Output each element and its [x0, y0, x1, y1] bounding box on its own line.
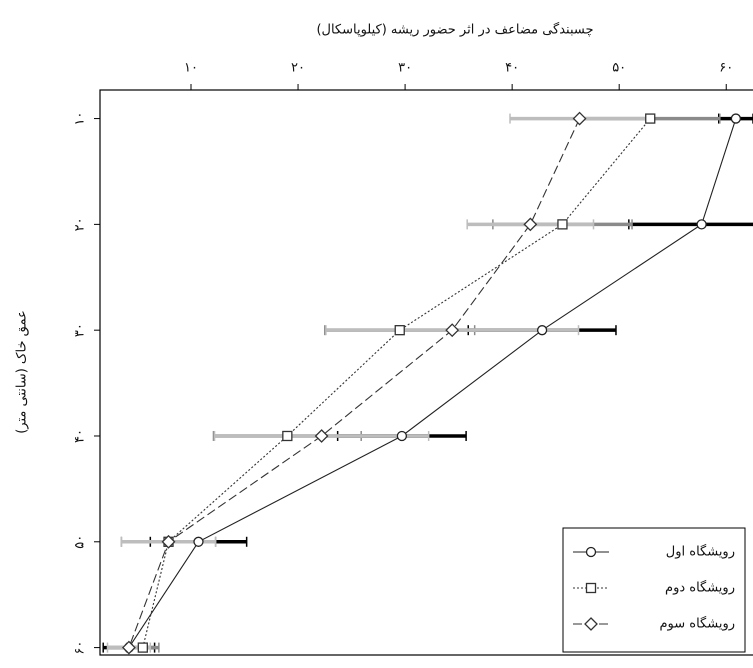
series-line: [128, 118, 737, 648]
point: [396, 430, 408, 442]
y-tick-label: ۵۰: [73, 535, 88, 549]
plot-area: [102, 111, 753, 655]
point: [445, 323, 460, 338]
point: [314, 429, 329, 443]
x-tick-label: ۵۰: [612, 61, 626, 76]
series-line: [142, 118, 651, 648]
plot-frame: [99, 89, 753, 656]
point: [523, 217, 538, 232]
y-tick-label: ۲۰: [73, 217, 88, 231]
legend-label: رویشگاه سوم: [659, 616, 735, 632]
point: [394, 325, 405, 336]
x-tick-label: ۳۰: [398, 61, 412, 76]
y-tick-label: ۴۰: [73, 429, 88, 443]
x-tick-label: ۴۰: [505, 61, 519, 76]
point: [137, 642, 148, 653]
x-tick-label: ۶۰: [719, 61, 733, 76]
y-tick-label: ۱۰: [73, 112, 88, 126]
chart-title: چسبندگی مضاعف در اثر حضور ریشه (کیلوپاسک…: [316, 22, 593, 38]
y-tick-label: ۶۰: [73, 641, 88, 655]
point: [645, 113, 656, 124]
y-axis-label: عمق خاک (سانتی متر): [15, 310, 30, 434]
error-bar: [628, 219, 753, 230]
point: [536, 325, 548, 336]
point: [730, 113, 742, 124]
point: [161, 534, 176, 549]
x-tick-label: ۲۰: [291, 61, 305, 76]
point: [557, 219, 568, 230]
y-tick-label: ۳۰: [73, 323, 88, 337]
legend-marker: [585, 582, 597, 594]
legend-marker: [585, 546, 597, 558]
legend-marker: [584, 617, 598, 631]
x-tick-label: ۱۰: [184, 61, 198, 76]
legend-label: رویشگاه دوم: [665, 580, 735, 596]
legend-label: رویشگاه اول: [666, 544, 735, 560]
point: [572, 111, 587, 126]
series-line: [128, 118, 581, 648]
point: [193, 536, 204, 547]
point: [696, 219, 707, 230]
point: [121, 640, 136, 655]
point: [282, 430, 293, 442]
